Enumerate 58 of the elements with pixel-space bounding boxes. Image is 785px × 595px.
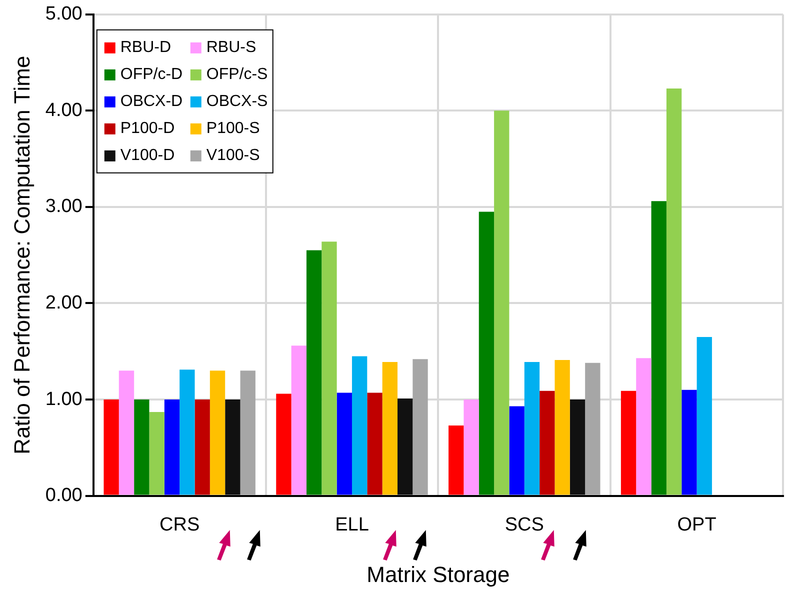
bar [134,400,150,495]
bar [276,394,292,495]
x-axis-title: Matrix Storage [366,562,510,587]
bar [210,370,226,495]
bar [398,398,413,495]
bar [464,400,479,495]
bar [412,359,428,495]
legend-label: RBU-S [206,38,256,56]
bar [448,426,464,495]
bar [494,110,510,495]
bar [336,392,352,495]
y-axis-title: Ratio of Performance: Computation Time [9,56,34,454]
bar [509,406,524,495]
bar [666,88,682,495]
legend-label: RBU-D [120,38,172,56]
legend-label: V100-S [206,146,260,164]
bar [620,390,636,495]
bar [194,400,210,495]
bar [180,370,195,495]
bar [478,212,494,495]
legend-label: V100-D [120,146,175,164]
y-tick-label: 4.00 [45,100,82,121]
bar [570,400,586,495]
legend-label: OFP/c-D [120,66,183,83]
bar [104,400,119,495]
legend-label: P100-D [120,120,175,137]
bar [524,362,540,495]
bar [682,390,697,495]
legend-label: OFP/c-S [206,66,268,83]
bar [240,370,256,495]
bar [554,360,570,495]
bar [382,362,398,495]
y-tick-label: 0.00 [45,485,82,506]
x-tick-label: SCS [504,514,544,536]
y-tick-label: 1.00 [45,388,82,410]
x-tick-label: CRS [160,514,200,536]
bar [585,362,600,495]
bar [352,356,368,495]
bar [322,242,337,495]
bar [118,370,134,495]
bar [651,201,666,495]
bar [540,390,555,495]
x-tick-label: ELL [335,514,369,536]
legend-label: OBCX-D [120,92,183,110]
y-tick-label: 3.00 [45,196,82,218]
x-tick-label: OPT [677,514,717,536]
bar [306,250,322,495]
y-tick-label: 5.00 [45,4,82,25]
y-tick-label: 2.00 [45,292,82,314]
bar [291,346,306,495]
bar [149,412,164,495]
legend-label: P100-S [206,120,260,137]
bar [225,400,240,495]
bar [164,400,180,495]
bar [367,392,382,495]
legend-label: OBCX-S [206,92,268,110]
bar [636,358,652,495]
bar [696,336,712,495]
